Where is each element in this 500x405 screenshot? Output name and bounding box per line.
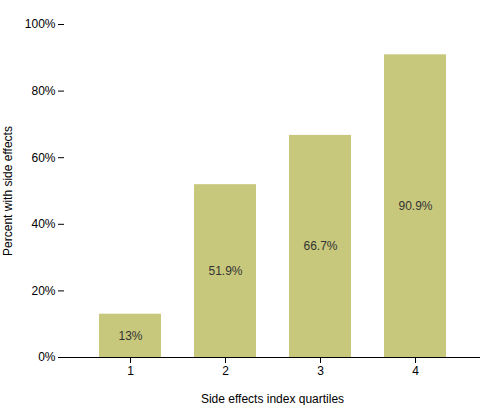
svg-text:100%: 100%	[25, 17, 56, 31]
svg-text:90.9%: 90.9%	[398, 199, 432, 213]
svg-text:Percent with side effects: Percent with side effects	[1, 126, 15, 256]
svg-text:0%: 0%	[38, 350, 56, 364]
svg-text:51.9%: 51.9%	[208, 264, 242, 278]
svg-text:20%: 20%	[31, 284, 55, 298]
svg-text:40%: 40%	[31, 217, 55, 231]
svg-text:3: 3	[317, 364, 324, 378]
svg-text:4: 4	[412, 364, 419, 378]
svg-text:60%: 60%	[31, 151, 55, 165]
svg-text:66.7%: 66.7%	[303, 239, 337, 253]
svg-text:1: 1	[127, 364, 134, 378]
svg-text:2: 2	[222, 364, 229, 378]
svg-text:13%: 13%	[118, 329, 142, 343]
svg-text:Side effects index quartiles: Side effects index quartiles	[201, 392, 344, 405]
svg-text:80%: 80%	[31, 84, 55, 98]
